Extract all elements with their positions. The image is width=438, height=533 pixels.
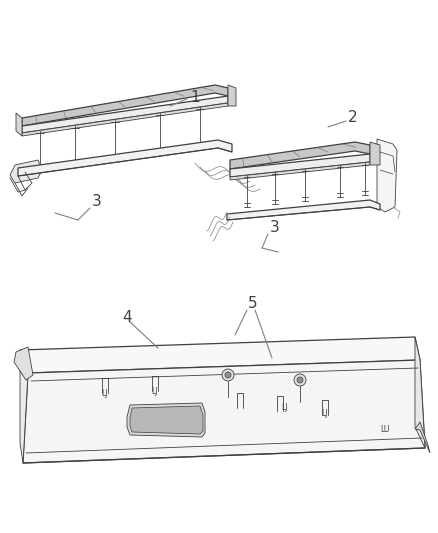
- Text: 1: 1: [190, 90, 200, 104]
- Text: LU: LU: [380, 425, 390, 434]
- Circle shape: [294, 374, 306, 386]
- Polygon shape: [23, 360, 425, 463]
- Text: 5: 5: [248, 296, 258, 311]
- Polygon shape: [14, 347, 33, 380]
- Polygon shape: [227, 200, 380, 220]
- Polygon shape: [127, 403, 205, 437]
- Text: LJ: LJ: [322, 408, 328, 417]
- Polygon shape: [22, 96, 228, 133]
- Text: LJ: LJ: [152, 386, 158, 395]
- Text: 4: 4: [122, 311, 132, 326]
- Polygon shape: [22, 103, 228, 136]
- Polygon shape: [415, 422, 430, 453]
- Circle shape: [225, 372, 231, 378]
- Text: LJ: LJ: [282, 403, 288, 413]
- Polygon shape: [230, 154, 370, 177]
- Circle shape: [222, 369, 234, 381]
- Polygon shape: [228, 85, 236, 106]
- Circle shape: [297, 377, 303, 383]
- Text: LJ: LJ: [102, 389, 108, 398]
- Polygon shape: [230, 142, 370, 169]
- Polygon shape: [10, 160, 42, 183]
- Polygon shape: [130, 406, 203, 434]
- Polygon shape: [20, 350, 28, 463]
- Polygon shape: [20, 337, 420, 373]
- Polygon shape: [370, 142, 380, 165]
- Polygon shape: [18, 140, 232, 176]
- Polygon shape: [230, 162, 370, 180]
- Text: 3: 3: [92, 195, 102, 209]
- Text: 3: 3: [270, 221, 280, 236]
- Text: 2: 2: [348, 110, 357, 125]
- Polygon shape: [415, 337, 425, 448]
- Polygon shape: [377, 139, 397, 212]
- Polygon shape: [22, 85, 228, 126]
- Polygon shape: [16, 113, 22, 136]
